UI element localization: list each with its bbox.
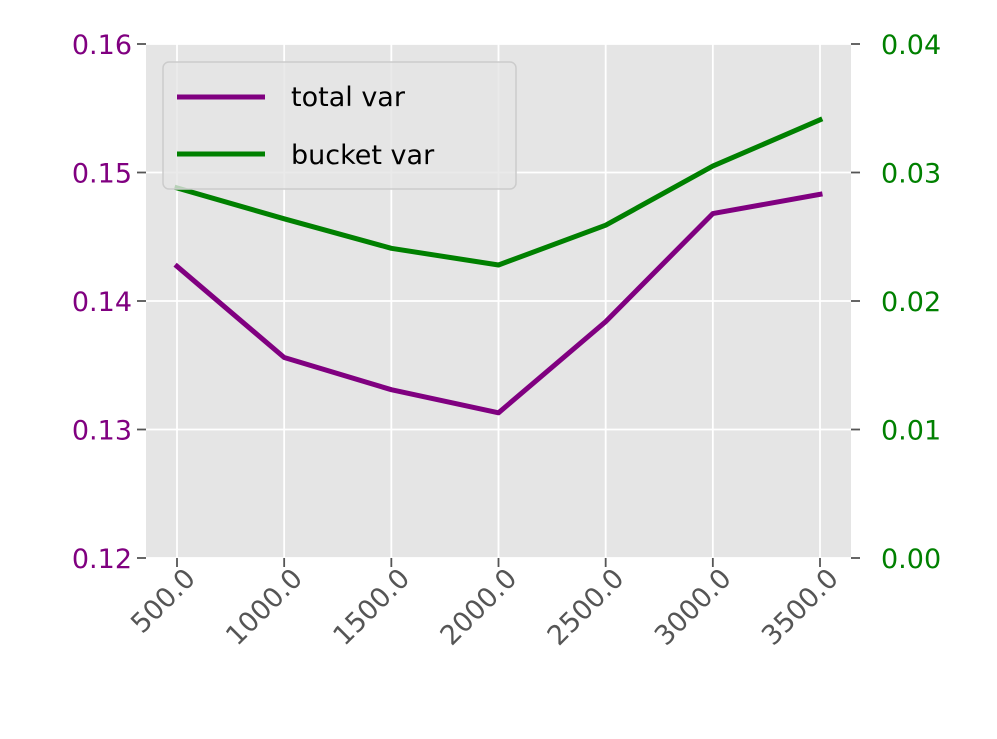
x-tick-label: 1500.0 — [327, 563, 416, 652]
legend: total var bucket var — [162, 61, 517, 190]
x-tick-label: 1000.0 — [220, 563, 309, 652]
y-left-tick-label: 0.16 — [72, 30, 132, 61]
legend-box — [162, 61, 517, 190]
y-right-tick-label: 0.03 — [881, 159, 941, 190]
y-left-tick-label: 0.14 — [72, 287, 132, 318]
y-right-tick-label: 0.04 — [881, 30, 941, 61]
x-tick-label: 3500.0 — [756, 563, 845, 652]
y-right-tick-label: 0.02 — [881, 287, 941, 318]
series-lines — [173, 116, 824, 416]
legend-label-total-var: total var — [291, 82, 406, 113]
y-left-tick-label: 0.15 — [72, 159, 132, 190]
x-tick-label: 3000.0 — [649, 563, 738, 652]
y-left-tick-label: 0.12 — [72, 544, 132, 575]
x-tick-label: 2500.0 — [542, 563, 631, 652]
x-tick-label: 2000.0 — [435, 563, 524, 652]
y-left-tick-label: 0.13 — [72, 416, 132, 447]
legend-label-bucket-var: bucket var — [291, 140, 435, 171]
y-right-tick-label: 0.00 — [881, 544, 941, 575]
x-tick-label: 500.0 — [125, 563, 202, 640]
y-right-tick-label: 0.01 — [881, 416, 941, 447]
